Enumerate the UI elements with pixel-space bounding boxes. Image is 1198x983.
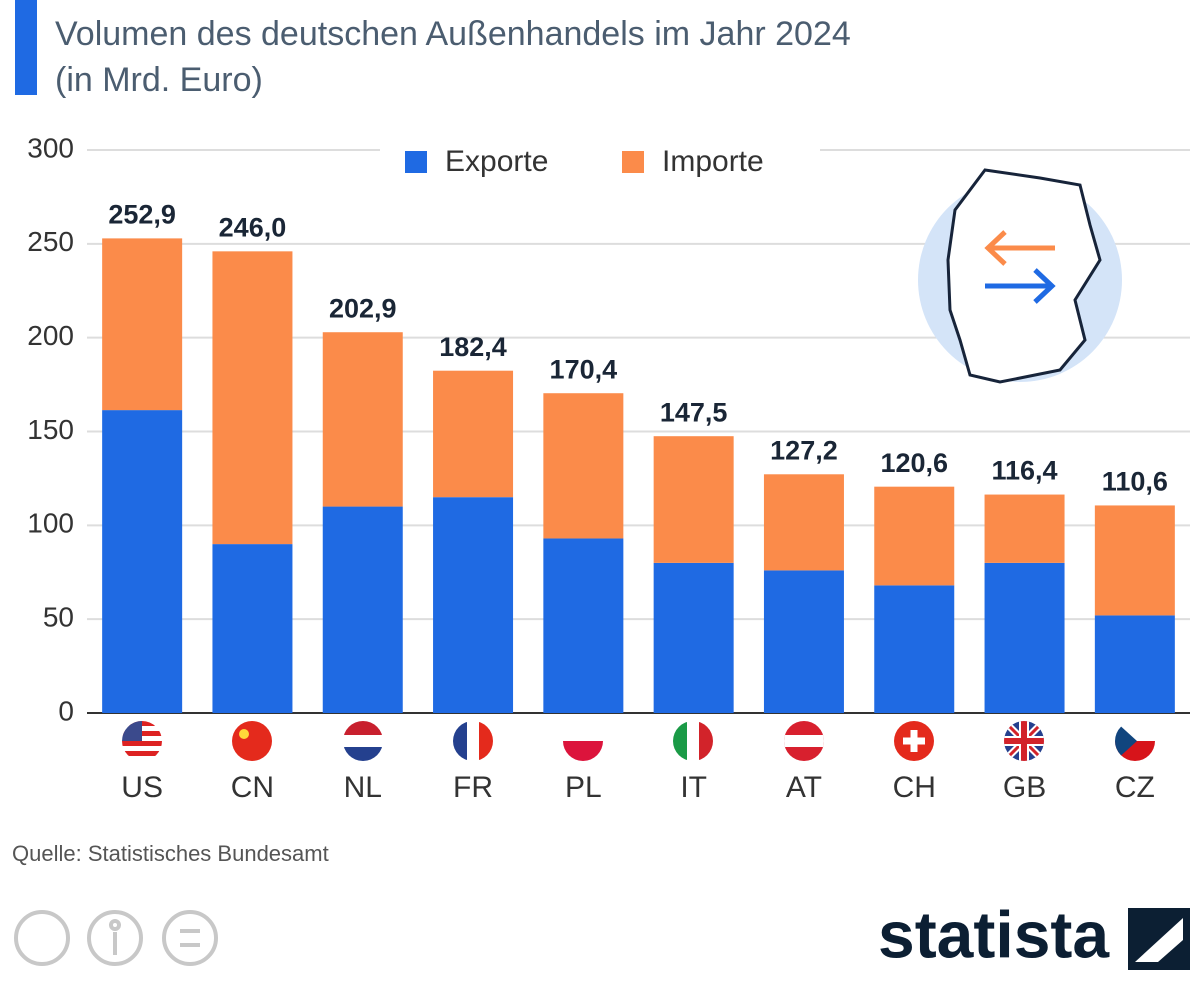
bar-segment bbox=[1094, 615, 1175, 713]
chart-subtitle: (in Mrd. Euro) bbox=[55, 61, 263, 99]
x-tick-label: AT bbox=[786, 771, 822, 804]
title-accent bbox=[15, 0, 37, 95]
x-tick-label: US bbox=[121, 771, 163, 804]
y-tick-label: 200 bbox=[27, 320, 74, 351]
brand: statista bbox=[878, 897, 1110, 971]
legend-swatch bbox=[622, 151, 644, 173]
brand-logo bbox=[1128, 908, 1190, 970]
total-label: 182,4 bbox=[439, 332, 507, 362]
bar-segment bbox=[322, 332, 403, 507]
bar-segment bbox=[543, 538, 624, 713]
x-tick-label: NL bbox=[344, 771, 382, 804]
total-label: 116,4 bbox=[992, 456, 1058, 486]
bar-segment bbox=[322, 506, 403, 713]
y-tick-label: 0 bbox=[58, 695, 74, 726]
legend: Exporte Importe bbox=[380, 136, 820, 190]
bar-segment bbox=[984, 562, 1065, 713]
bar-segment bbox=[543, 393, 624, 539]
bar-segment bbox=[874, 585, 955, 713]
x-tick-label: GB bbox=[1003, 771, 1046, 804]
map-icon bbox=[918, 168, 1122, 384]
license-icons bbox=[14, 910, 218, 966]
x-tick-label: CZ bbox=[1115, 771, 1155, 804]
flags bbox=[122, 721, 1155, 761]
bar-segment bbox=[874, 486, 955, 586]
bar-segment bbox=[653, 436, 734, 563]
y-tick-label: 300 bbox=[27, 132, 74, 163]
total-label: 246,0 bbox=[219, 212, 287, 242]
bar-segment bbox=[984, 494, 1065, 563]
bar-segment bbox=[102, 410, 183, 713]
source: Quelle: Statistisches Bundesamt bbox=[12, 841, 329, 866]
legend-label: Exporte bbox=[445, 145, 548, 178]
legend-swatch bbox=[405, 151, 427, 173]
y-tick-label: 250 bbox=[27, 226, 74, 257]
total-label: 120,6 bbox=[880, 448, 948, 478]
bar-segment bbox=[433, 497, 514, 713]
bar-segment bbox=[1094, 505, 1175, 616]
total-label: 170,4 bbox=[550, 354, 618, 384]
chart-title: Volumen des deutschen Außenhandels im Ja… bbox=[55, 15, 851, 53]
bars: 252,9 US 246,0 CN 202,9 NL 182,4 FR 170,4 PL 147,5… bbox=[102, 200, 1175, 804]
bar-segment bbox=[433, 370, 514, 498]
total-label: 252,9 bbox=[108, 200, 176, 230]
legend-label: Importe bbox=[662, 145, 764, 178]
x-tick-label: CH bbox=[893, 771, 936, 804]
y-tick-label: 150 bbox=[27, 414, 74, 445]
legend-box bbox=[380, 136, 820, 190]
y-tick-label: 100 bbox=[27, 508, 74, 539]
y-tick-label: 50 bbox=[43, 602, 74, 633]
x-tick-label: PL bbox=[565, 771, 602, 804]
bar-segment bbox=[212, 251, 293, 545]
total-label: 147,5 bbox=[660, 397, 728, 427]
bar-segment bbox=[212, 544, 293, 713]
bar-segment bbox=[102, 238, 183, 411]
bar-segment bbox=[763, 474, 844, 571]
total-label: 110,6 bbox=[1102, 467, 1168, 497]
bar-segment bbox=[763, 570, 844, 713]
bar-segment bbox=[653, 562, 734, 713]
x-tick-label: FR bbox=[453, 771, 493, 804]
total-label: 127,2 bbox=[770, 435, 838, 465]
x-tick-label: CN bbox=[231, 771, 274, 804]
x-tick-label: IT bbox=[680, 771, 707, 804]
total-label: 202,9 bbox=[329, 293, 397, 323]
